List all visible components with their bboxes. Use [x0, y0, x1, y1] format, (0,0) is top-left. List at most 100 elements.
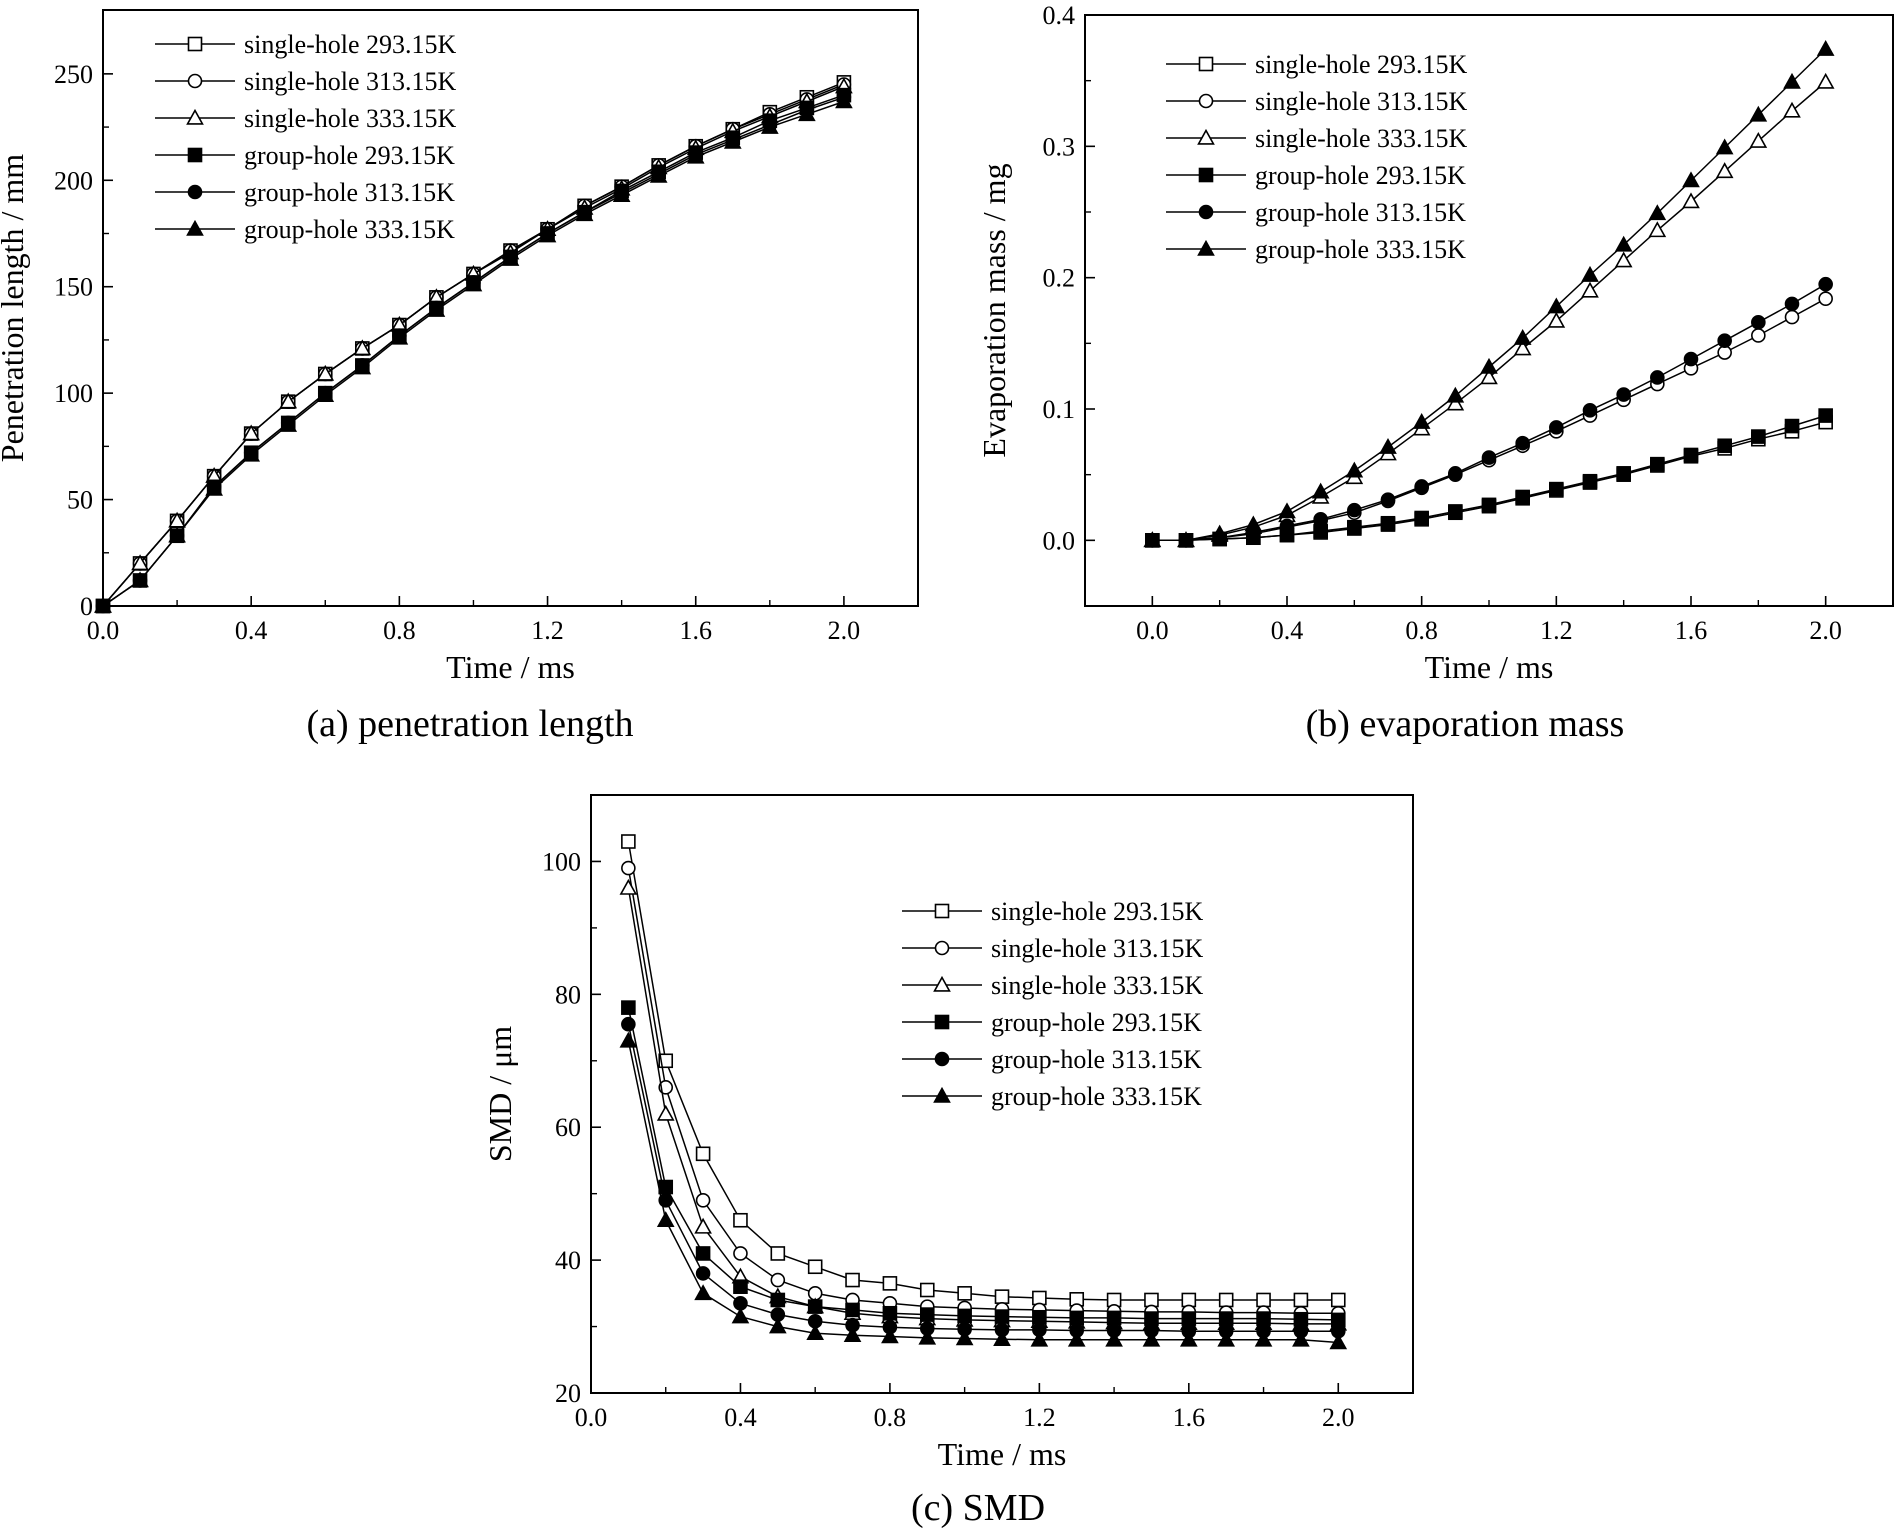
data-point	[242, 445, 261, 462]
data-point	[1549, 420, 1564, 435]
data-point	[955, 1329, 974, 1346]
data-point	[1446, 394, 1465, 411]
legend-marker	[934, 1051, 950, 1067]
data-point	[1279, 518, 1295, 534]
data-point	[205, 479, 223, 496]
x-axis-title: Time / ms	[446, 649, 575, 685]
data-point	[1818, 276, 1833, 292]
data-point	[1614, 251, 1633, 268]
data-point	[1549, 481, 1564, 497]
data-point	[621, 1016, 636, 1032]
plot-frame	[590, 794, 1414, 1394]
y-tick-label: 200	[54, 166, 93, 195]
data-point	[1818, 408, 1833, 423]
series-5	[94, 92, 853, 613]
y-tick-label: 150	[54, 273, 93, 302]
legend-label: single-hole 293.15K	[244, 30, 457, 59]
legend-marker	[187, 73, 203, 89]
data-point	[621, 1000, 636, 1015]
series-3	[621, 1000, 1346, 1328]
data-point	[1278, 502, 1296, 519]
series-3	[1145, 408, 1833, 548]
x-tick-label: 1.6	[679, 616, 712, 645]
data-point	[390, 328, 409, 345]
legend-label: group-hole 333.15K	[244, 215, 455, 244]
legend-marker	[934, 940, 950, 956]
legend-marker	[933, 1086, 951, 1103]
legend: single-hole 293.15K single-hole 313.15K si…	[902, 897, 1204, 1111]
data-point	[1106, 1310, 1122, 1326]
data-point	[1616, 466, 1631, 481]
data-point	[695, 1266, 711, 1281]
data-point	[770, 1246, 786, 1261]
data-point	[353, 358, 372, 375]
x-tick-label: 2.0	[828, 616, 861, 645]
caption-a: (a) penetration length	[306, 703, 633, 745]
panel-c: 0.0 0.4 0.8 1.2 1.6 2.0 20 40 60 80 100 Time / ms SM…	[482, 794, 1414, 1472]
y-tick-label: 50	[67, 486, 93, 515]
data-point	[1547, 297, 1566, 314]
y-axis-title: Penetration length / mm	[0, 154, 30, 463]
y-tick-label: 20	[555, 1379, 581, 1408]
data-point	[993, 1330, 1011, 1346]
data-point	[1244, 515, 1263, 532]
legend: single-hole 293.15K single-hole 313.15K si…	[155, 30, 457, 244]
data-point	[1717, 438, 1732, 454]
data-point	[957, 1308, 972, 1324]
data-point	[1067, 1330, 1086, 1347]
y-tick-label: 60	[555, 1113, 581, 1142]
data-point	[1751, 315, 1766, 330]
data-point	[168, 526, 186, 543]
legend-label: group-hole 293.15K	[991, 1008, 1202, 1037]
data-point	[919, 1282, 935, 1298]
data-point	[1581, 265, 1599, 282]
data-point	[1330, 1292, 1346, 1308]
data-point	[1614, 235, 1633, 252]
data-point	[1683, 447, 1699, 463]
series-2	[1143, 72, 1835, 548]
data-point	[882, 1305, 898, 1321]
data-point	[427, 301, 446, 317]
data-point	[621, 834, 636, 849]
data-point	[1032, 1309, 1047, 1325]
data-point	[1293, 1292, 1309, 1308]
y-axis-title: SMD / μm	[482, 1026, 518, 1162]
data-point	[731, 1307, 750, 1324]
x-tick-label: 1.2	[1540, 616, 1573, 645]
series-4	[95, 89, 852, 614]
data-point	[1715, 138, 1734, 155]
y-tick-label: 40	[555, 1246, 581, 1275]
data-point	[918, 1328, 937, 1345]
caption-c: (c) SMD	[911, 1487, 1045, 1529]
legend-label: single-hole 293.15K	[991, 897, 1204, 926]
data-point	[1480, 368, 1498, 385]
series-5	[619, 1031, 1348, 1350]
x-tick-label: 1.6	[1675, 616, 1708, 645]
x-axis-title: Time / ms	[1425, 649, 1554, 685]
data-point	[1379, 437, 1397, 454]
data-point	[1217, 1330, 1236, 1347]
series-1	[621, 860, 1346, 1321]
data-point	[1481, 450, 1497, 465]
data-point	[770, 1272, 786, 1288]
data-point	[1783, 72, 1801, 89]
data-point	[694, 1284, 712, 1301]
data-point	[1582, 473, 1598, 489]
legend-label: single-hole 293.15K	[1255, 50, 1468, 79]
data-point	[1414, 479, 1429, 494]
legend-label: group-hole 293.15K	[1255, 161, 1466, 190]
data-point	[1256, 1292, 1271, 1308]
data-point	[1030, 1330, 1049, 1347]
legend-label: group-hole 293.15K	[244, 141, 455, 170]
y-tick-label: 0.2	[1043, 264, 1076, 293]
data-point	[279, 392, 298, 409]
legend-marker	[1197, 239, 1215, 256]
data-point	[835, 92, 853, 109]
data-point	[1254, 1330, 1273, 1347]
data-point	[619, 878, 638, 895]
data-point	[242, 424, 261, 441]
data-point	[845, 1272, 860, 1288]
series-3	[95, 87, 852, 614]
data-point	[1749, 105, 1768, 122]
data-point	[807, 1259, 823, 1275]
